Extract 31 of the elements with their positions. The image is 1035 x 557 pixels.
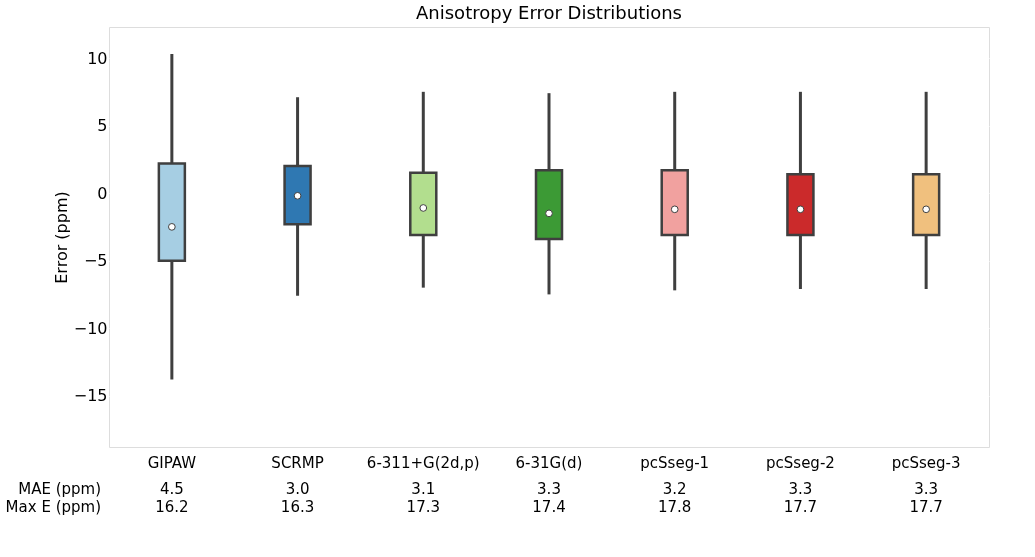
x-tick-label: 6-31G(d) xyxy=(515,453,583,472)
y-tick-label: 5 xyxy=(97,116,108,136)
x-tick-label: pcSseg-3 xyxy=(891,453,961,472)
x-tick-label: GIPAW xyxy=(147,453,197,472)
x-tick-label: 6-311+G(2d,p) xyxy=(366,453,480,472)
y-tick-label: 0 xyxy=(97,183,108,203)
text: 3.3 xyxy=(788,480,813,498)
text: 17.8 xyxy=(658,498,692,516)
x-tick-label: pcSseg-2 xyxy=(766,453,835,472)
text: Max E (ppm) xyxy=(5,498,101,516)
text: 4.5 xyxy=(159,480,184,498)
text: 17.3 xyxy=(406,498,440,516)
text: 3.3 xyxy=(914,480,939,498)
text: 3.2 xyxy=(662,480,687,498)
text: 17.7 xyxy=(909,498,943,516)
text: 17.7 xyxy=(783,498,818,516)
text: MAE (ppm) xyxy=(18,480,101,498)
y-tick-label: −5 xyxy=(83,251,108,271)
text: 3.1 xyxy=(411,480,436,498)
y-tick-label: −15 xyxy=(73,386,108,406)
y-tick-label: 10 xyxy=(87,48,108,68)
text: 3.0 xyxy=(285,480,310,498)
chart-title: Anisotropy Error Distributions xyxy=(416,2,682,23)
y-tick-label: −10 xyxy=(73,318,108,338)
x-tick-label: pcSseg-1 xyxy=(640,453,710,472)
x-tick-label: SCRMP xyxy=(271,453,324,472)
text: 16.2 xyxy=(155,498,189,516)
text: 16.3 xyxy=(280,498,315,516)
y-axis-title: Error (ppm) xyxy=(51,191,71,284)
text: 17.4 xyxy=(532,498,566,516)
text: 3.3 xyxy=(537,480,561,498)
